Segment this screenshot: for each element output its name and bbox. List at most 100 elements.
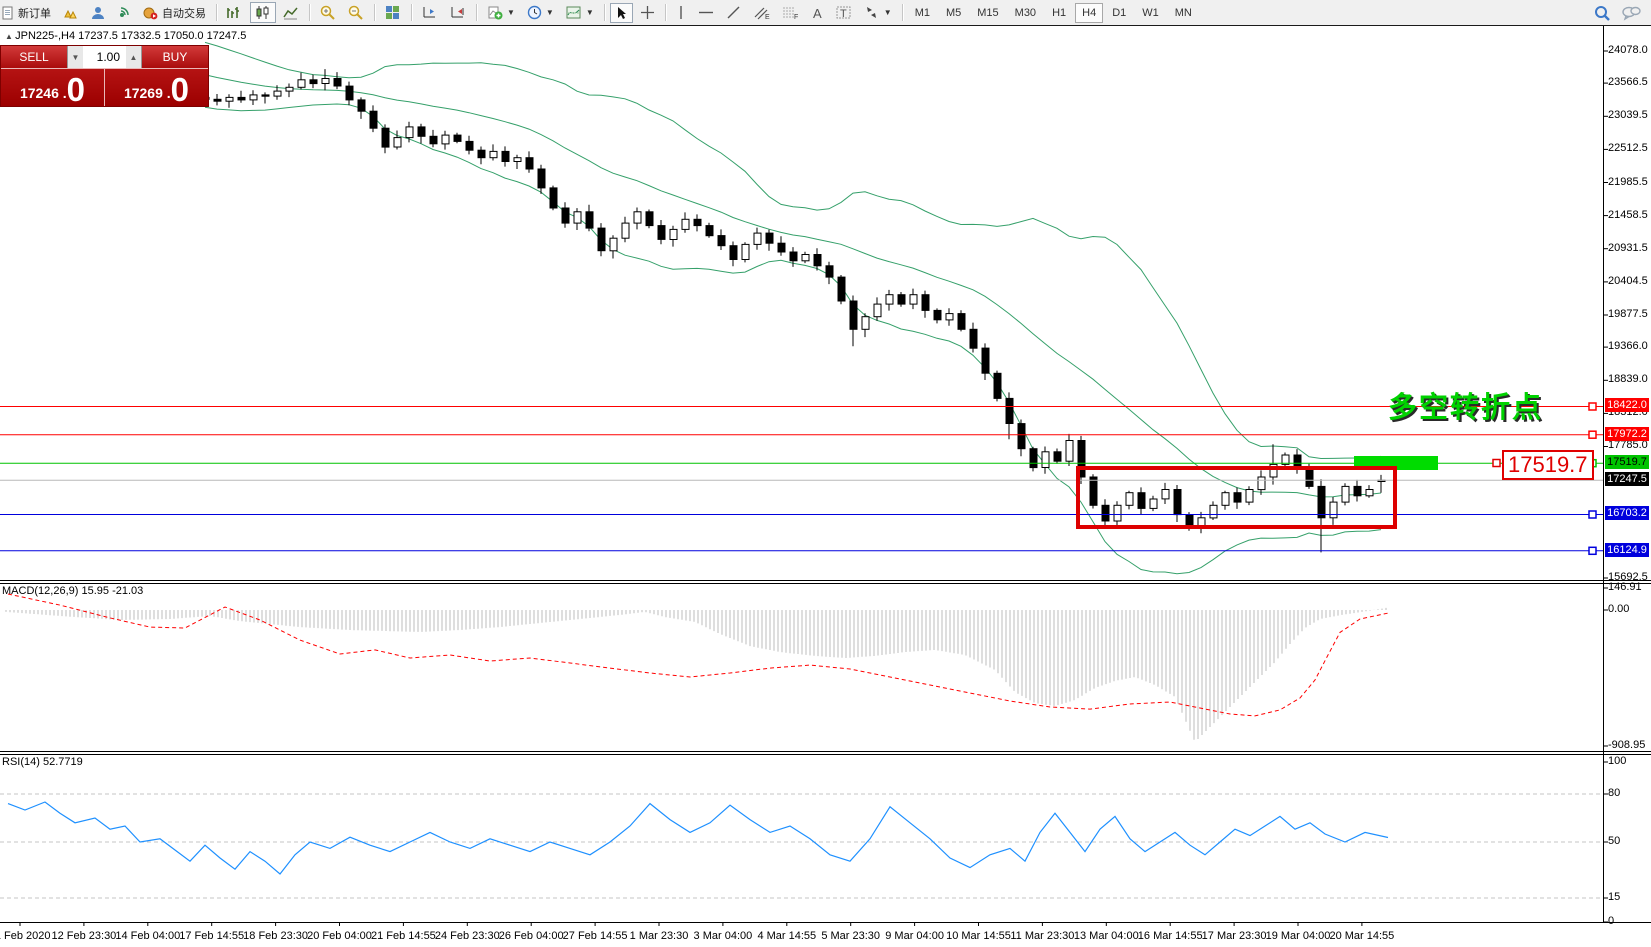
timeframe-m1[interactable]: M1 [914,6,930,19]
date-axis-label: 14 Feb 04:00 [115,930,181,942]
date-axis-label: 21 Feb 14:55 [370,930,436,942]
trendline-button[interactable] [721,2,746,23]
line-handle[interactable] [1588,402,1597,411]
chart-shift-button[interactable] [445,2,471,23]
one-click-trade-widget: SELL ▼ 1.00 ▲ BUY 17246 . 0 17269 . 0 [0,45,209,107]
arrows-button[interactable]: ▼ [859,2,897,23]
templates-button[interactable]: ▼ [561,2,599,23]
symbol-ohlc-line: ▲ JPN225-,H4 17237.5 17332.5 17050.0 172… [5,30,247,42]
timeframe-mn[interactable]: MN [1174,6,1192,19]
price-axis-tick: 23566.5 [1608,76,1648,89]
price-axis-tick: 23039.5 [1608,109,1648,122]
candlestick-chart-button[interactable] [250,2,276,23]
timeframe-m5[interactable]: M5 [945,6,962,19]
template-icon [566,5,582,20]
timeframe-m30[interactable]: M30 [1014,6,1037,19]
line-handle[interactable] [1588,546,1597,556]
signal-button[interactable] [112,3,136,23]
autotrade-button[interactable]: 自动交易 [138,2,211,24]
chat-icon[interactable] [1621,5,1641,21]
crosshair-button[interactable] [635,2,660,23]
candlestick-chart-icon [255,5,271,20]
dropdown-caret-icon: ▼ [883,8,892,17]
search-icon[interactable] [1594,5,1611,21]
svg-text:A: A [813,6,822,20]
bar-chart-icon [227,5,243,20]
vertical-line-button[interactable] [671,2,691,23]
line-handle[interactable] [1588,510,1597,519]
date-axis-label: 17 Feb 14:55 [179,930,245,942]
rsi-axis-tick: 15 [1608,891,1621,903]
indicators-button[interactable]: ▼ [482,2,520,23]
volume-increase-button[interactable]: ▲ [126,46,141,68]
new-order-label: 新订单 [18,7,51,20]
price-axis-tick: 19366.0 [1608,340,1648,353]
zoom-in-button[interactable] [315,2,341,23]
sell-price[interactable]: 17246 . 0 [1,69,104,106]
horizontal-line-button[interactable] [693,2,719,23]
autotrade-label: 自动交易 [162,7,206,20]
volume-decrease-button[interactable]: ▼ [68,46,83,68]
signal-icon [117,6,131,20]
line-chart-button[interactable] [278,2,304,23]
svg-text:E: E [765,14,770,20]
date-axis-label: 10 Mar 14:55 [946,930,1011,942]
date-axis-label: 4 Mar 14:55 [757,930,817,942]
annotation-handle[interactable] [1492,458,1501,468]
price-tag-annotation[interactable]: 17519.7 [1502,450,1594,480]
bar-chart-button[interactable] [222,2,248,23]
auto-scroll-button[interactable] [417,2,443,23]
clock-icon [527,5,542,20]
tile-windows-button[interactable] [380,2,406,23]
date-axis-label: 11 Feb 2020 [0,930,51,942]
fibonacci-button[interactable]: F [777,2,804,23]
timeframe-h4[interactable]: H4 [1075,2,1104,23]
text-label-button[interactable]: T [831,2,857,23]
price-axis-tick: 19877.5 [1608,307,1648,320]
line-handle[interactable] [1588,430,1597,439]
buy-button[interactable]: BUY [142,46,208,68]
gold-button[interactable] [58,3,84,23]
sell-price-big: 0 [66,70,86,108]
sell-button[interactable]: SELL [1,46,67,68]
chart-shift-icon [450,5,466,20]
volume-value[interactable]: 1.00 [96,50,120,64]
svg-text:T: T [840,8,847,20]
bollinger-bands [204,41,1382,575]
price-axis-tick: 21458.5 [1608,208,1648,221]
buy-price[interactable]: 17269 . 0 [104,69,208,106]
community-button[interactable] [86,3,110,23]
periods-button[interactable]: ▼ [522,2,559,23]
turning-point-annotation[interactable]: 多空转折点 [1388,392,1544,424]
price-axis-tick: 20404.5 [1608,274,1648,287]
new-order-button[interactable]: 新订单 [0,2,56,24]
date-axis-label: 12 Feb 23:30 [51,930,117,942]
cursor-button[interactable] [609,2,633,23]
timeframe-w1[interactable]: W1 [1142,6,1159,19]
level-price-label[interactable]: 18422.0 [1605,398,1649,413]
timeframe-m15[interactable]: M15 [977,6,999,19]
text-button[interactable]: A [806,3,829,23]
rsi-axis-tick: 100 [1608,755,1627,767]
price-axis-tick: 22512.5 [1608,142,1648,155]
symbol-triangle-icon: ▲ [5,32,16,41]
price-axis-tick: 17785.0 [1608,439,1648,452]
zoom-out-button[interactable] [343,2,369,23]
level-price-label[interactable]: 17972.2 [1605,426,1649,441]
timeframe-h1[interactable]: H1 [1052,6,1067,19]
buy-price-big: 0 [170,70,190,108]
toolbar-separator [411,4,412,21]
level-price-label[interactable]: 16703.2 [1605,506,1649,521]
red-range-box[interactable] [1076,466,1397,529]
date-axis-label: 9 Mar 04:00 [885,930,944,942]
svg-text:F: F [794,14,798,20]
price-axis-tick: 20931.5 [1608,241,1648,254]
rsi-line [7,801,1389,875]
dropdown-caret-icon: ▼ [545,8,554,17]
level-price-label[interactable]: 16124.9 [1605,542,1649,557]
level-price-label[interactable]: 17519.7 [1605,455,1649,470]
date-axis-label: 20 Mar 14:55 [1329,930,1395,942]
timeframe-d1[interactable]: D1 [1112,6,1127,19]
equidistant-channel-button[interactable]: E [748,2,775,23]
